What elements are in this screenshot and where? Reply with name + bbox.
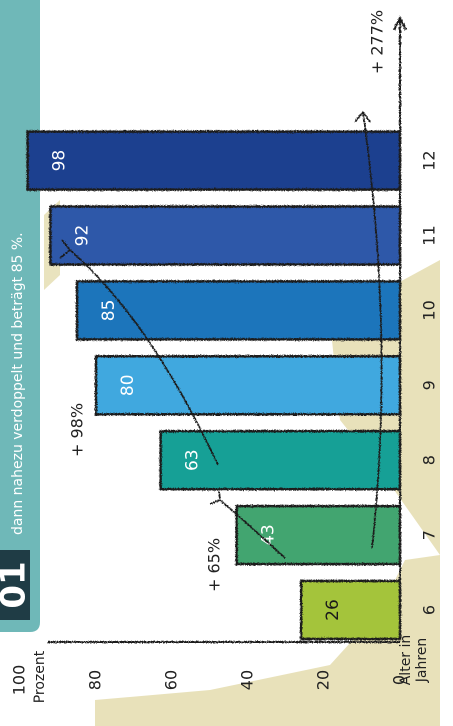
bar-value-label: 26: [323, 599, 343, 621]
value-tick-label: 60: [162, 670, 181, 690]
category-label: 12: [420, 150, 439, 170]
bar-rect: [159, 429, 402, 491]
bar-rect: [49, 205, 402, 266]
bar-value-label: 80: [118, 374, 138, 396]
value-tick: 100: [10, 632, 29, 695]
x-axis-title: Alter in Jahren: [398, 635, 430, 686]
value-tick: 60: [162, 632, 181, 690]
bar: 80: [94, 355, 402, 416]
bar: 63: [159, 429, 402, 491]
bar-rect: [26, 130, 402, 191]
category-label: 6: [420, 605, 439, 615]
category-label: 7: [420, 530, 439, 540]
category-axis-arrow: [393, 15, 407, 31]
bar: 26: [299, 579, 402, 641]
value-ticks: 0 20 40 60 80 100: [10, 632, 409, 695]
annotations: + 65% + 98% + 277%: [68, 10, 387, 592]
bars: 26 43 63 80 85 92 98: [26, 130, 402, 641]
bar-value-label: 85: [99, 300, 119, 322]
category-label: 9: [420, 380, 439, 390]
bar-rect: [94, 355, 402, 416]
header-caption: dann nahezu verdoppelt und beträgt 85 %.: [10, 232, 26, 535]
arrow-98-head: [59, 239, 72, 259]
category-label: 11: [420, 225, 439, 245]
arrow-65-head: [209, 490, 221, 505]
bar: 98: [26, 130, 402, 191]
value-tick-label: 100: [10, 665, 29, 696]
category-label: 10: [420, 300, 439, 320]
bar-value-label: 63: [183, 449, 203, 471]
bar-rect: [75, 280, 402, 341]
annotation-label: + 65%: [205, 538, 224, 592]
header-badge: 01: [0, 561, 34, 608]
arrow-65: [219, 499, 286, 559]
y-axis-title: Prozent: [32, 650, 48, 703]
annotation-label: + 277%: [368, 10, 387, 74]
annotation-arrows: [59, 110, 383, 559]
bar: 92: [49, 205, 402, 266]
x-axis-title-line2: Jahren: [414, 638, 430, 684]
value-tick: 40: [238, 632, 257, 690]
category-label: 8: [420, 455, 439, 465]
bar-value-label: 92: [72, 225, 92, 247]
bar-value-label: 98: [50, 150, 70, 172]
bar-rect: [299, 579, 402, 641]
value-tick-label: 80: [86, 670, 105, 690]
header-strip: 01 dann nahezu verdoppelt und beträgt 85…: [0, 0, 40, 632]
annotation-label: + 98%: [68, 403, 87, 457]
x-axis-title-line1: Alter in: [398, 635, 414, 686]
value-tick-label: 40: [238, 670, 257, 690]
category-labels: 6 7 8 9 10 11 12: [420, 150, 439, 615]
value-tick-label: 20: [314, 670, 333, 690]
value-tick: 20: [314, 632, 333, 690]
value-tick: 80: [86, 632, 105, 690]
arrow-277: [362, 111, 383, 549]
value-tick-label: 0: [390, 675, 409, 685]
bar-value-label: 43: [259, 524, 279, 546]
arrow-98: [69, 249, 219, 466]
bar: 85: [75, 280, 402, 341]
arrow-277-head: [354, 110, 371, 123]
